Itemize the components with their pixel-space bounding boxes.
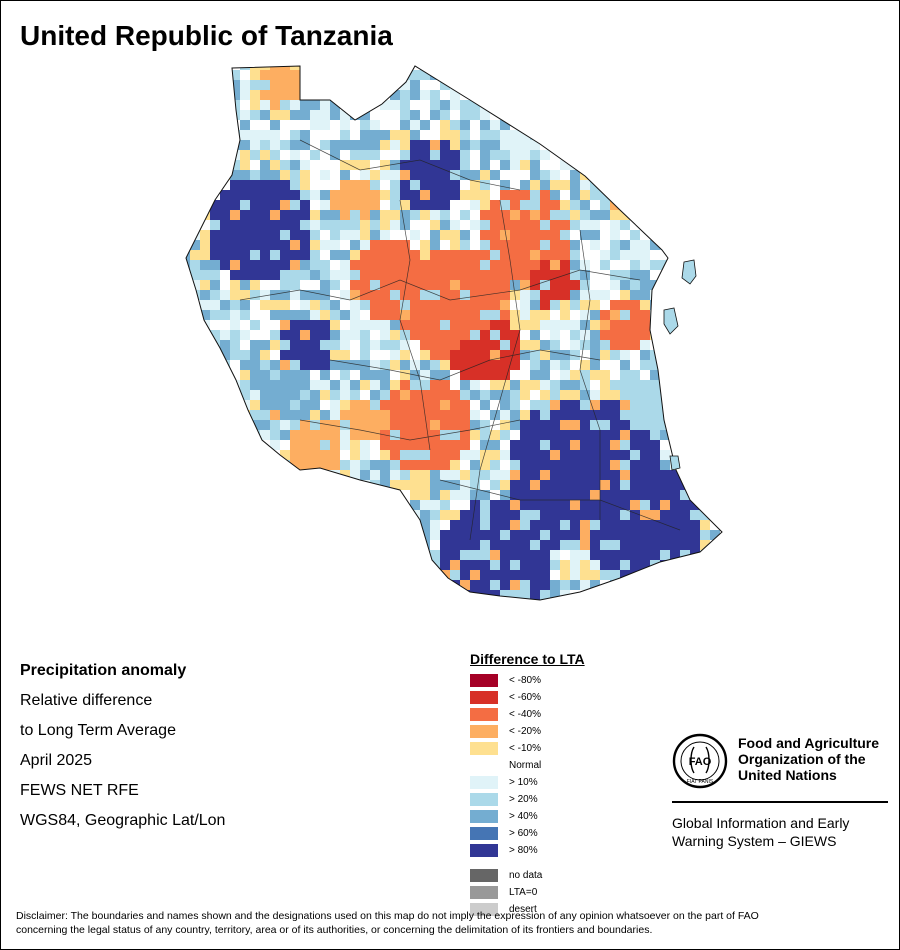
giews-line2: Warning System – GIEWS [672, 833, 837, 849]
legend-class-swatch [470, 810, 498, 823]
fao-logo-text: FAO [689, 756, 712, 768]
legend-title: Difference to LTA [470, 651, 585, 667]
legend-class-row: Normal [470, 757, 650, 774]
legend-class-label: > 60% [509, 828, 538, 839]
legend-class-row: > 20% [470, 791, 650, 808]
legend-extra: no data LTA=0 desert [470, 867, 650, 918]
legend-extra-label: desert [509, 904, 537, 915]
info-source: FEWS NET RFE [20, 782, 139, 799]
disclaimer-line1: Disclaimer: The boundaries and names sho… [16, 910, 759, 922]
legend-extra-row: no data [470, 867, 650, 884]
legend-class-label: > 20% [509, 794, 538, 805]
legend-class-label: < -80% [509, 675, 541, 686]
legend-extra-swatch [470, 869, 498, 882]
legend-class-swatch [470, 725, 498, 738]
legend-classes: < -80% < -60% < -40% < -20% < -10% Normal > 10… [470, 672, 650, 859]
info-projection: WGS84, Geographic Lat/Lon [20, 812, 226, 829]
legend-class-label: < -60% [509, 692, 541, 703]
legend-class-label: > 40% [509, 811, 538, 822]
legend-class-swatch [470, 776, 498, 789]
legend-class-swatch [470, 844, 498, 857]
legend-class-label: < -20% [509, 726, 541, 737]
country-outline [185, 65, 723, 601]
legend-class-row: > 10% [470, 774, 650, 791]
info-heading: Precipitation anomaly [20, 662, 187, 679]
fao-divider [672, 801, 888, 803]
legend-class-label: < -40% [509, 709, 541, 720]
legend-class-row: < -60% [470, 689, 650, 706]
legend-class-row: > 60% [470, 825, 650, 842]
legend: Difference to LTA < -80% < -60% < -40% < -2… [470, 651, 650, 918]
legend-class-label: Normal [509, 760, 542, 771]
anomaly-map [185, 65, 723, 601]
legend-class-label: < -10% [509, 743, 541, 754]
legend-class-row: < -20% [470, 723, 650, 740]
disclaimer-line2: concerning the legal status of any count… [16, 924, 653, 936]
region-boundaries [239, 139, 681, 541]
fao-logo-motto: FIAT PANIS [687, 779, 714, 785]
legend-class-swatch [470, 742, 498, 755]
giews-line1: Global Information and Early [672, 815, 850, 831]
legend-class-row: < -80% [470, 672, 650, 689]
legend-extra-row: LTA=0 [470, 884, 650, 901]
legend-extra-label: LTA=0 [509, 887, 538, 898]
info-period: April 2025 [20, 752, 93, 769]
legend-class-row: < -40% [470, 706, 650, 723]
legend-class-swatch [470, 674, 498, 687]
fao-name-line3: United Nations [738, 767, 837, 783]
fao-name: Food and Agriculture Organization of the… [738, 735, 879, 783]
fao-name-line2: Organization of the [738, 751, 866, 767]
info-line2: to Long Term Average [20, 722, 176, 739]
legend-class-row: < -10% [470, 740, 650, 757]
map-info: Precipitation anomaly Relative differenc… [20, 656, 225, 836]
fao-name-line1: Food and Agriculture [738, 735, 880, 751]
fao-logo-icon: FAO FIAT PANIS [672, 733, 728, 789]
legend-class-swatch [470, 708, 498, 721]
map-title: United Republic of Tanzania [20, 20, 393, 51]
info-line1: Relative difference [20, 692, 153, 709]
giews-name: Global Information and Early Warning Sys… [672, 814, 888, 850]
legend-extra-row: desert [470, 901, 650, 918]
legend-class-row: > 80% [470, 842, 650, 859]
legend-class-swatch [470, 759, 498, 772]
legend-class-label: > 10% [509, 777, 538, 788]
legend-extra-label: no data [509, 870, 543, 881]
legend-class-row: > 40% [470, 808, 650, 825]
legend-class-swatch [470, 793, 498, 806]
islands [663, 259, 697, 471]
disclaimer: Disclaimer: The boundaries and names sho… [16, 909, 886, 937]
legend-class-swatch [470, 691, 498, 704]
legend-extra-swatch [470, 886, 498, 899]
legend-class-label: > 80% [509, 845, 538, 856]
legend-extra-swatch [470, 903, 498, 916]
legend-class-swatch [470, 827, 498, 840]
